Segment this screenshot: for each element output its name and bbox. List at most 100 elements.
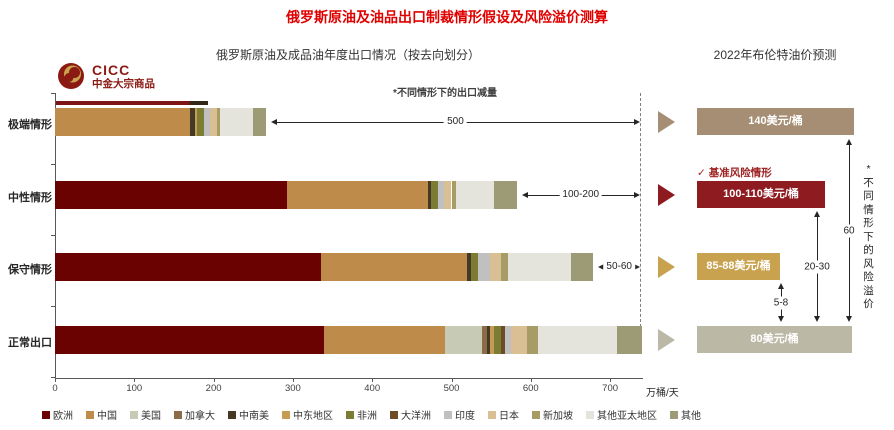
chart-subtitle: 俄罗斯原油及成品油年度出口情况（按去向划分）	[215, 48, 480, 62]
arrow-down-head-icon	[846, 316, 852, 322]
legend-swatch-icon	[282, 410, 290, 419]
legend-swatch-icon	[86, 410, 94, 419]
bar-segment-中南美	[427, 181, 431, 209]
bar-segment-其他	[571, 253, 594, 281]
price-box-正常出口: 80美元/桶	[697, 326, 852, 353]
x-axis-tick	[134, 378, 136, 382]
bar-segment-中南美	[467, 253, 471, 281]
x-axis-tick	[610, 378, 612, 382]
logo-subname: 中金大宗商品	[92, 78, 155, 90]
x-axis-tick	[213, 378, 215, 382]
category-label: 中性情形	[8, 192, 52, 204]
legend-label: 加拿大	[185, 411, 215, 422]
legend-swatch-icon	[346, 410, 354, 419]
baseline-risk-label: ✓ 基准风险情形	[697, 167, 772, 179]
x-axis-tick-label: 300	[284, 383, 301, 394]
bar-segment-其他亚太地区	[537, 326, 618, 354]
arrow-right-head-icon	[633, 119, 640, 125]
x-axis-tick	[55, 378, 56, 382]
category-label: 极端情形	[8, 119, 52, 131]
bar-segment-其他亚太地区	[456, 181, 495, 209]
arrow-right-head-icon	[633, 264, 640, 270]
bar-segment-非洲	[470, 253, 478, 281]
reduction-arrow: 100-200	[521, 189, 640, 201]
legend-label: 中南美	[239, 411, 269, 422]
bar-segment-印度	[204, 108, 211, 136]
legend-item-其他亚太地区: 其他亚太地区	[586, 407, 657, 422]
bar-segment-日本	[489, 253, 502, 281]
category-label: 保守情形	[8, 264, 52, 276]
legend-label: 其他	[681, 411, 701, 422]
bar-segment-其他	[494, 181, 517, 209]
bar-segment-非洲	[493, 326, 502, 354]
x-axis-line	[55, 378, 643, 379]
legend-swatch-icon	[130, 410, 138, 419]
price-box-极端情形: 140美元/桶	[697, 108, 854, 135]
x-axis-tick-label: 700	[602, 383, 619, 394]
price-box-中性情形: 100-110美元/桶	[697, 181, 825, 208]
x-axis-tick-label: 0	[52, 383, 58, 394]
y-axis-tick	[51, 235, 55, 236]
logo-underline	[55, 101, 208, 105]
risk-premium-note-char: 的	[863, 244, 874, 256]
bar-segment-中东地区	[194, 108, 197, 136]
legend-swatch-icon	[228, 410, 236, 419]
bar-segment-欧洲	[55, 253, 321, 281]
legend-swatch-icon	[174, 410, 182, 419]
arrow-left-head-icon	[598, 264, 605, 270]
legend-swatch-icon	[42, 410, 50, 419]
x-axis-tick	[372, 378, 374, 382]
bar-segment-印度	[438, 181, 445, 209]
legend-item-大洋洲: 大洋洲	[390, 407, 431, 422]
x-axis-tick-label: 600	[522, 383, 539, 394]
bar-segment-中国	[320, 253, 468, 281]
legend-swatch-icon	[444, 410, 452, 419]
arrow-right-head-icon	[633, 192, 640, 198]
arrow-left-head-icon	[270, 119, 277, 125]
risk-premium-note-char: 风	[863, 257, 874, 270]
legend-label: 欧洲	[53, 411, 73, 422]
y-axis-tick	[51, 377, 55, 378]
bar-segment-印度	[477, 253, 490, 281]
reduction-value-label: 100-200	[559, 189, 603, 201]
legend-label: 中国	[97, 411, 117, 422]
legend-item-其他: 其他	[670, 407, 701, 422]
legend-swatch-icon	[586, 410, 594, 419]
page-title: 俄罗斯原油及油品出口制裁情形假设及风险溢价测算	[286, 9, 608, 25]
arrow-up-head-icon	[814, 211, 820, 217]
bar-segment-中国	[55, 108, 190, 136]
risk-premium-note-char: 下	[863, 230, 874, 243]
risk-premium-note-char: *	[866, 163, 871, 175]
bar-segment-日本	[444, 181, 452, 209]
bar-segment-中国	[323, 326, 446, 354]
legend-swatch-icon	[532, 410, 540, 419]
y-axis-line	[55, 93, 56, 378]
reference-dashed-line	[640, 93, 641, 332]
bar-segment-其他	[617, 326, 642, 354]
premium-arrow: 60	[842, 139, 856, 322]
y-axis-tick	[51, 164, 55, 165]
legend-item-中国: 中国	[86, 407, 117, 422]
legend-item-日本: 日本	[488, 407, 519, 422]
legend-item-欧洲: 欧洲	[42, 407, 73, 422]
bar-segment-其他亚太地区	[507, 253, 572, 281]
legend-item-美国: 美国	[130, 407, 161, 422]
legend-item-非洲: 非洲	[346, 407, 377, 422]
bar-segment-中东地区	[490, 326, 494, 354]
scenario-pointer-icon	[658, 329, 675, 351]
x-axis-tick	[292, 378, 294, 382]
reduction-arrow: 50-60	[598, 261, 640, 273]
bar-segment-新加坡	[501, 253, 508, 281]
reduction-note: *不同情形下的出口减量	[393, 88, 497, 99]
cicc-logo-icon	[58, 63, 84, 89]
cicc-logo: CICC 中金大宗商品	[58, 63, 155, 91]
bar-segment-非洲	[430, 181, 438, 209]
bar-segment-其他	[253, 108, 266, 136]
legend-label: 其他亚太地区	[597, 411, 657, 422]
logo-name: CICC	[92, 62, 131, 78]
bar-segment-欧洲	[55, 326, 324, 354]
premium-arrow: 20-30	[803, 211, 831, 322]
reduction-arrow: 500	[270, 116, 640, 128]
bar-segment-其他亚太地区	[219, 108, 254, 136]
